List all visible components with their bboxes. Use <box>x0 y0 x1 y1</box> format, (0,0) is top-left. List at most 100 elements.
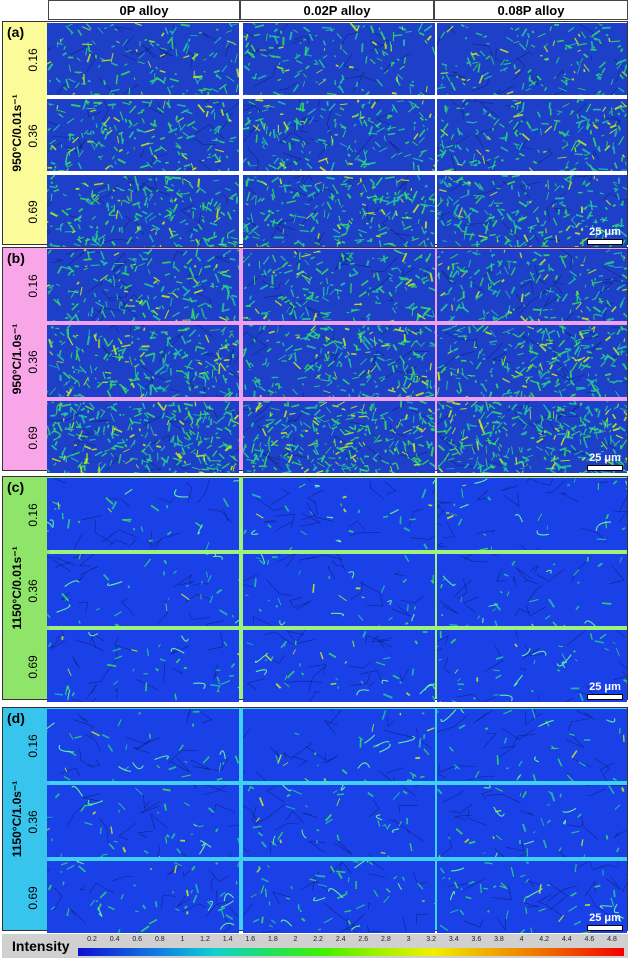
strain-label: 0.16 <box>26 48 40 72</box>
micrograph-panel <box>437 709 627 781</box>
legend-tick: 0.6 <box>132 936 143 943</box>
legend-tick: 4.8 <box>607 936 617 943</box>
scale-bar-line <box>587 694 623 700</box>
micrograph-panel <box>243 478 435 550</box>
legend-tick: 3.4 <box>448 936 459 943</box>
condition-label: 950°C/0.01s⁻¹ <box>10 94 24 172</box>
micrograph-panel <box>243 709 435 781</box>
legend-tick: 0.8 <box>154 936 165 943</box>
column-label: 0.08P alloy <box>497 2 565 18</box>
micrograph-panel <box>437 249 627 321</box>
condition-sidebar: (b) 950°C/1.0s⁻¹ 0.16 0.36 0.69 <box>3 248 49 470</box>
panel-letter: (a) <box>7 24 25 40</box>
strain-label: 0.69 <box>26 200 40 224</box>
strain-label: 0.36 <box>26 810 40 834</box>
condition-label: 1150°C/0.01s⁻¹ <box>10 546 24 630</box>
legend-tick: 0.4 <box>109 936 120 943</box>
condition-label: 1150°C/1.0s⁻¹ <box>10 780 24 858</box>
micrograph-panel <box>243 630 435 702</box>
legend-title: Intensity <box>12 938 70 954</box>
scale-bar-line <box>587 925 623 931</box>
micrograph-panel <box>243 175 435 247</box>
legend-tick: 1.6 <box>245 936 256 943</box>
strain-label: 0.36 <box>26 579 40 603</box>
micrograph-panel <box>437 99 627 171</box>
micrograph-panel <box>437 554 627 626</box>
scale-bar-label: 25 μm <box>589 681 621 693</box>
micrograph-panel <box>47 630 239 702</box>
scale-bar: 25 μm <box>587 912 623 931</box>
legend-tick: 2.4 <box>335 936 346 943</box>
panel-letter: (c) <box>7 479 25 495</box>
scale-bar: 25 μm <box>587 452 623 471</box>
legend-tick: 1 <box>180 936 185 943</box>
legend-tick: 2.2 <box>313 936 323 943</box>
micrograph-panel <box>47 478 239 550</box>
panel-letter: (d) <box>7 710 25 726</box>
strain-label: 0.36 <box>26 350 40 374</box>
column-label: 0.02P alloy <box>303 2 371 18</box>
figure-group-c: (c) 1150°C/0.01s⁻¹ 0.16 0.36 0.69 25 μm <box>2 476 628 702</box>
micrograph-panel <box>243 99 435 171</box>
legend-tick: 1.2 <box>200 936 210 943</box>
figure-group-d: (d) 1150°C/1.0s⁻¹ 0.16 0.36 0.69 25 μm <box>2 707 628 933</box>
micrograph-panel <box>437 23 627 95</box>
legend-tick: 2.8 <box>381 936 391 943</box>
micrograph-panel <box>243 23 435 95</box>
micrograph-panel <box>47 325 239 397</box>
micrograph-panel <box>47 554 239 626</box>
scale-bar-line <box>587 239 623 245</box>
micrograph-panel <box>437 325 627 397</box>
scale-bar: 25 μm <box>587 226 623 245</box>
scale-bar: 25 μm <box>587 681 623 700</box>
scale-bar-label: 25 μm <box>589 912 621 924</box>
micrograph-panel <box>47 785 239 857</box>
micrograph-panel <box>243 401 435 473</box>
micrograph-panel: 25 μm <box>437 861 627 933</box>
strain-label: 0.36 <box>26 124 40 148</box>
strain-label: 0.16 <box>26 734 40 758</box>
legend-tick: 3 <box>406 936 411 943</box>
strain-label: 0.69 <box>26 426 40 450</box>
column-label: 0P alloy <box>119 2 169 18</box>
strain-label: 0.69 <box>26 655 40 679</box>
condition-sidebar: (a) 950°C/0.01s⁻¹ 0.16 0.36 0.69 <box>3 22 49 244</box>
micrograph-panel <box>47 709 239 781</box>
condition-sidebar: (c) 1150°C/0.01s⁻¹ 0.16 0.36 0.69 <box>3 477 49 699</box>
strain-label: 0.16 <box>26 503 40 527</box>
legend-tick: 1.4 <box>222 936 233 943</box>
legend-tick: 2 <box>293 936 298 943</box>
scale-bar-label: 25 μm <box>589 452 621 464</box>
legend-tick: 4.2 <box>539 936 550 943</box>
column-header-0: 0P alloy <box>48 0 240 20</box>
micrograph-panel <box>243 861 435 933</box>
micrograph-panel <box>47 401 239 473</box>
strain-label: 0.16 <box>26 274 40 298</box>
micrograph-panel <box>47 175 239 247</box>
micrograph-panel: 25 μm <box>437 401 627 473</box>
micrograph-panel <box>47 99 239 171</box>
micrograph-panel <box>437 785 627 857</box>
legend-tick: 4.4 <box>561 936 572 943</box>
color-ramp <box>78 948 624 956</box>
strain-label: 0.69 <box>26 886 40 910</box>
micrograph-panel <box>47 249 239 321</box>
micrograph-panel <box>47 861 239 933</box>
column-header-2: 0.08P alloy <box>434 0 628 20</box>
micrograph-panel <box>243 554 435 626</box>
legend-tick: 2.6 <box>358 936 369 943</box>
column-header-1: 0.02P alloy <box>240 0 434 20</box>
scale-bar-label: 25 μm <box>589 226 621 238</box>
legend-tick: 4 <box>519 936 524 943</box>
micrograph-panel <box>243 785 435 857</box>
legend-tick: 3.2 <box>426 936 436 943</box>
legend-tick: 1.8 <box>267 936 278 943</box>
condition-label: 950°C/1.0s⁻¹ <box>10 323 24 395</box>
legend-tick: 0.2 <box>87 936 97 943</box>
micrograph-panel: 25 μm <box>437 175 627 247</box>
figure-group-a: (a) 950°C/0.01s⁻¹ 0.16 0.36 0.69 25 μm <box>2 21 628 247</box>
micrograph-panel: 25 μm <box>437 630 627 702</box>
legend-tick: 3.6 <box>471 936 482 943</box>
condition-sidebar: (d) 1150°C/1.0s⁻¹ 0.16 0.36 0.69 <box>3 708 49 930</box>
scale-bar-line <box>587 465 623 471</box>
